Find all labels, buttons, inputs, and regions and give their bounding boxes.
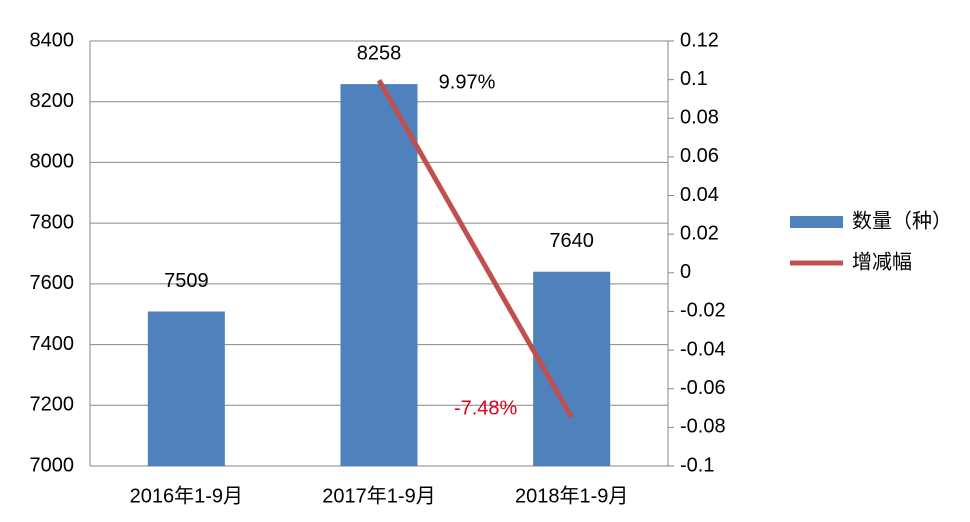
y2-tick-label: -0.08 [680, 416, 726, 438]
line-value-label: 9.97% [439, 71, 496, 93]
x-tick-label: 2018年1-9月 [515, 484, 628, 507]
bar [147, 311, 225, 466]
y2-tick-label: -0.02 [680, 300, 726, 322]
y-tick-label: 8400 [30, 29, 75, 51]
y-tick-label: 8000 [30, 151, 75, 173]
y2-tick-label: -0.1 [680, 454, 714, 476]
bar-value-label: 7509 [164, 270, 209, 292]
line [376, 78, 574, 419]
y-tick-label: 7200 [30, 394, 75, 416]
x-tick-label: 2016年1-9月 [130, 484, 243, 507]
y2-tick-label: -0.04 [680, 338, 726, 360]
y2-tick-label: 0.08 [680, 107, 719, 129]
y-tick-label: 7400 [30, 333, 75, 355]
y-tick-label: 8200 [30, 90, 75, 112]
y-tick-label: 7000 [30, 454, 75, 476]
legend-label: 数量（种） [852, 209, 952, 232]
y2-tick-label: 0.1 [680, 68, 708, 90]
x-tick-label: 2017年1-9月 [322, 484, 435, 507]
y2-tick-label: 0.06 [680, 145, 719, 167]
bar-value-label: 8258 [357, 42, 402, 64]
y2-tick-label: 0.04 [680, 184, 719, 206]
y2-tick-label: -0.06 [680, 377, 726, 399]
y2-tick-label: 0 [680, 261, 691, 283]
legend-label: 增减幅 [852, 250, 912, 273]
bar-value-label: 7640 [549, 230, 594, 252]
legend-swatch [790, 216, 843, 228]
y2-tick-label: 0.02 [680, 222, 719, 244]
y-tick-label: 7800 [30, 211, 75, 233]
y-tick-label: 7600 [30, 272, 75, 294]
bar [340, 84, 418, 466]
line-value-label: -7.48% [454, 398, 518, 420]
y2-tick-label: 0.12 [680, 29, 719, 51]
